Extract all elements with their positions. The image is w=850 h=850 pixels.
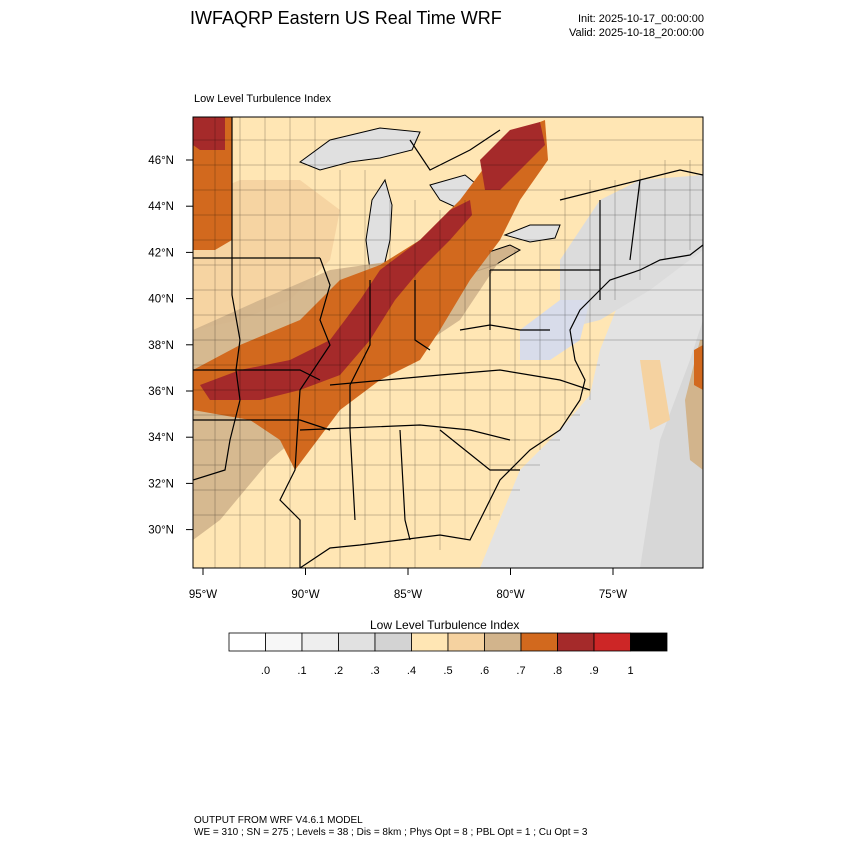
colorbar-tick-label: 1 [627,665,633,677]
lake-ontario [503,224,561,243]
colorbar-swatch [411,632,449,652]
colorbar-tick-label: .4 [407,665,416,677]
colorbar-swatch [338,632,376,652]
colorbar-tick-label: .1 [297,665,306,677]
colorbar-tick-label: .3 [370,665,379,677]
footer-config: WE = 310 ; SN = 275 ; Levels = 38 ; Dis … [194,827,588,838]
ocean-shading-far [640,320,703,568]
colorbar-tick-label: .8 [553,665,562,677]
footer-model: OUTPUT FROM WRF V4.6.1 MODEL [194,815,363,826]
colorbar-swatch [301,632,339,652]
lat-label: 42°N [148,247,174,259]
colorbar-tick-label: .5 [443,665,452,677]
valid-time: Valid: 2025-10-18_20:00:00 [569,27,704,39]
colorbar-tick-label: .2 [334,665,343,677]
colorbar-swatch [484,632,522,652]
latitude-axis: 46°N 44°N 42°N 40°N 38°N 36°N 34°N 32°N 30°N [148,155,193,537]
map-frame [192,116,704,569]
field-subtitle: Low Level Turbulence Index [194,93,331,105]
colorbar-swatch [520,632,558,652]
lat-label: 38°N [148,340,174,352]
colorbar-title: Low Level Turbulence Index [370,618,520,632]
lake-superior [298,127,421,171]
offshore-orange [694,345,703,390]
lon-label: 85°W [394,589,422,601]
colorbar-tick-label: .0 [261,665,270,677]
lat-label: 36°N [148,386,174,398]
lat-label: 34°N [148,432,174,444]
orange-west-strip [193,117,232,250]
plot-title: IWFAQRP Eastern US Real Time WRF [190,8,502,28]
colorbar: .0 .1 .2 .3 .4 .5 .6 .7 .8 .9 1 [228,632,668,677]
map-panel [193,117,703,568]
colorbar-swatch [557,632,595,652]
lon-label: 95°W [189,589,217,601]
colorbar-swatch [593,632,631,652]
lon-label: 75°W [599,589,627,601]
init-time: Init: 2025-10-17_00:00:00 [578,13,704,25]
red-core-north [480,122,545,190]
colorbar-tick-label: .7 [516,665,525,677]
lon-label: 80°W [496,589,524,601]
lake-michigan [365,178,393,276]
lat-label: 32°N [148,478,174,490]
colorbar-tick-label: .6 [480,665,489,677]
lat-label: 30°N [148,525,174,537]
ocean-shading [480,200,703,568]
longitude-axis: 95°W 90°W 85°W 80°W 75°W [189,568,627,601]
red-core-west [193,117,225,150]
county-boundaries [193,117,703,568]
lat-label: 46°N [148,155,174,167]
lon-label: 90°W [291,589,319,601]
colorbar-swatch [374,632,412,652]
colorbar-swatch [630,632,668,652]
colorbar-swatch [447,632,485,652]
offshore-light-tan [640,360,670,430]
lat-label: 44°N [148,201,174,213]
colorbar-tick-label: .9 [589,665,598,677]
colorbar-swatch [265,632,303,652]
lat-label: 40°N [148,294,174,306]
red-core [200,200,472,400]
colorbar-swatch [228,632,266,652]
